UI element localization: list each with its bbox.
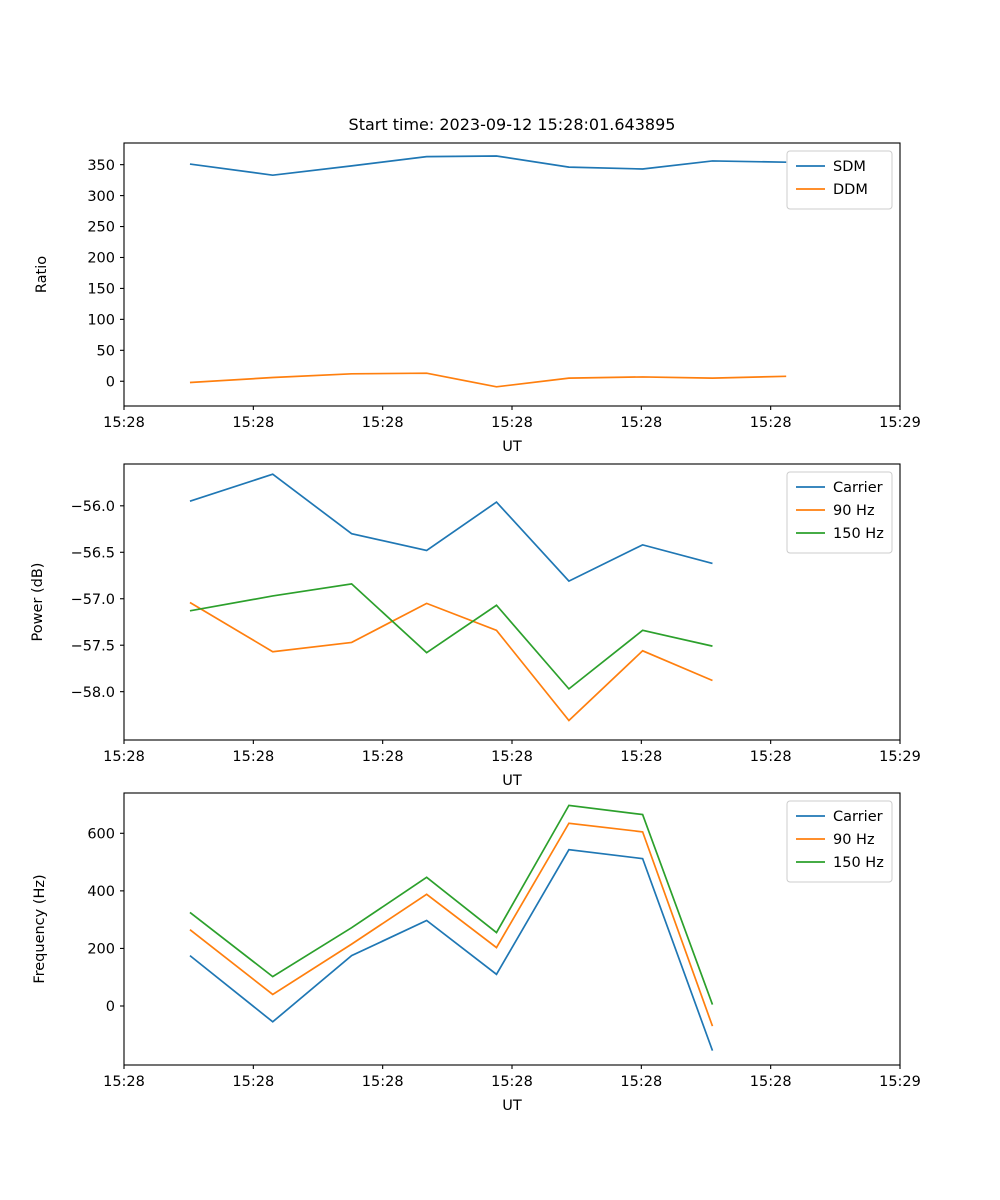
ratio-panel-xtick-label: 15:28 [491, 415, 533, 431]
frequency-panel-series-150-hz [189, 804, 714, 1005]
ratio-panel-legend[interactable] [786, 150, 893, 210]
power-panel-ytick-label: −57.0 [71, 592, 115, 608]
frequency-panel-xtick-label: 15:28 [103, 1074, 145, 1090]
ratio-panel-ytick-label: 300 [87, 189, 115, 205]
ratio-panel-ylabel: Ratio [34, 256, 50, 293]
power-panel-ytick-label: −57.5 [71, 638, 115, 654]
power-panel-legend-label-150-hz: 150 Hz [833, 526, 884, 542]
ratio-panel-ytick-label: 50 [97, 344, 115, 360]
power-panel-ylabel: Power (dB) [30, 563, 46, 642]
ratio-panel-series-sdm [189, 155, 787, 177]
frequency-panel-axes-frame [123, 792, 901, 1066]
ratio-panel-legend-label-sdm: SDM [833, 159, 866, 175]
ratio-panel-xtick-label: 15:28 [103, 415, 145, 431]
ratio-panel-xlabel: UT [502, 439, 522, 455]
power-panel-ytick-label: −56.0 [71, 499, 115, 515]
power-panel-ytick-label: −56.5 [71, 545, 115, 561]
ratio-panel-axes-frame [123, 142, 901, 407]
power-panel-ytick-label: −58.0 [71, 685, 115, 701]
frequency-panel-legend-label-150-hz: 150 Hz [833, 855, 884, 871]
frequency-panel-xtick-label: 15:28 [491, 1074, 533, 1090]
frequency-panel-xtick-label: 15:28 [620, 1074, 662, 1090]
frequency-panel-xlabel: UT [502, 1098, 522, 1114]
ratio-panel-xtick-label: 15:28 [750, 415, 792, 431]
frequency-panel-ytick-label: 600 [87, 826, 115, 842]
frequency-panel-legend-label-carrier: Carrier [833, 809, 883, 825]
frequency-panel-ytick-label: 200 [87, 942, 115, 958]
frequency-panel-legend-label-90-hz: 90 Hz [833, 832, 875, 848]
ratio-panel-ytick-label: 350 [87, 158, 115, 174]
ratio-panel-xtick-label: 15:29 [879, 415, 921, 431]
power-panel-series-150-hz [189, 582, 713, 691]
frequency-panel-legend[interactable] [786, 800, 893, 883]
power-panel-legend-label-carrier: Carrier [833, 480, 883, 496]
power-panel-xtick-label: 15:29 [879, 749, 921, 765]
ratio-panel-legend-label-ddm: DDM [833, 182, 868, 198]
power-panel-xtick-label: 15:28 [491, 749, 533, 765]
power-panel-xtick-label: 15:28 [232, 749, 274, 765]
ratio-panel-ytick-label: 250 [87, 220, 115, 236]
power-panel-xtick-label: 15:28 [750, 749, 792, 765]
ratio-panel-xtick-label: 15:28 [620, 415, 662, 431]
power-panel-xtick-label: 15:28 [103, 749, 145, 765]
power-panel-xlabel: UT [502, 773, 522, 789]
frequency-panel-xtick-label: 15:28 [232, 1074, 274, 1090]
figure-title: Start time: 2023-09-12 15:28:01.643895 [349, 115, 676, 134]
power-panel-series-90-hz [189, 601, 713, 722]
power-panel-legend-label-90-hz: 90 Hz [833, 503, 875, 519]
frequency-panel-ytick-label: 400 [87, 884, 115, 900]
ratio-panel-xtick-label: 15:28 [232, 415, 274, 431]
frequency-panel-xtick-label: 15:28 [750, 1074, 792, 1090]
power-panel-xtick-label: 15:28 [362, 749, 404, 765]
power-panel-series-carrier [189, 473, 713, 583]
ratio-panel-xtick-label: 15:28 [362, 415, 404, 431]
ratio-panel-ytick-label: 0 [106, 374, 115, 390]
ratio-panel-ytick-label: 150 [87, 282, 115, 298]
frequency-panel-series-90-hz [189, 822, 714, 1027]
frequency-panel-ytick-label: 0 [106, 999, 115, 1015]
frequency-panel-ylabel: Frequency (Hz) [32, 874, 48, 983]
ratio-panel-series-ddm [189, 372, 787, 388]
power-panel-xtick-label: 15:28 [620, 749, 662, 765]
frequency-panel-xtick-label: 15:28 [362, 1074, 404, 1090]
frequency-panel-series-carrier [189, 848, 714, 1051]
power-panel-legend[interactable] [786, 471, 893, 554]
ratio-panel-ytick-label: 100 [87, 313, 115, 329]
power-panel-axes-frame [123, 463, 901, 741]
frequency-panel-xtick-label: 15:29 [879, 1074, 921, 1090]
ratio-panel-ytick-label: 200 [87, 251, 115, 267]
